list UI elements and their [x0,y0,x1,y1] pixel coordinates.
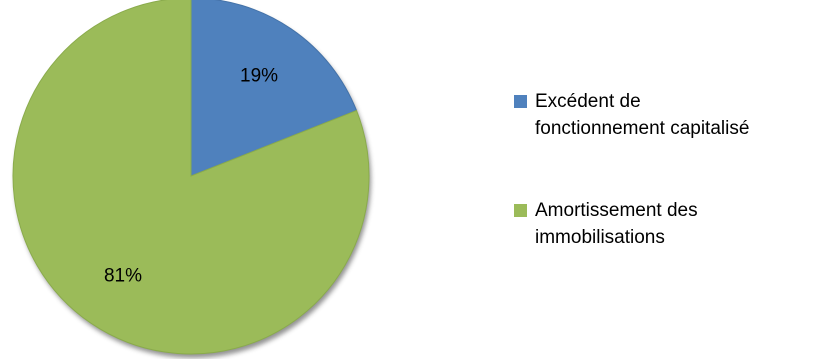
pie-slices [12,0,370,355]
legend-label-line: fonctionnement capitalisé [535,118,750,139]
legend-label-line: Amortissement des [535,200,698,221]
legend-swatch-excedent [514,95,527,108]
pie-slice-0 [190,0,358,177]
pie-labels: 19% 81% [104,65,278,286]
legend-item-excedent: Excédent de fonctionnement capitalisé [514,88,819,142]
legend-label-line: Excédent de [535,91,641,112]
legend-swatch-amortissement [514,204,527,217]
legend-label-line: immobilisations [535,227,665,248]
chart-legend: Excédent de fonctionnement capitalisé Am… [514,88,819,251]
legend-item-amortissement: Amortissement des immobilisations [514,197,819,251]
pie-label-1: 81% [104,266,142,287]
pie-slice-1 [12,0,370,355]
pie-label-0: 19% [240,65,278,86]
